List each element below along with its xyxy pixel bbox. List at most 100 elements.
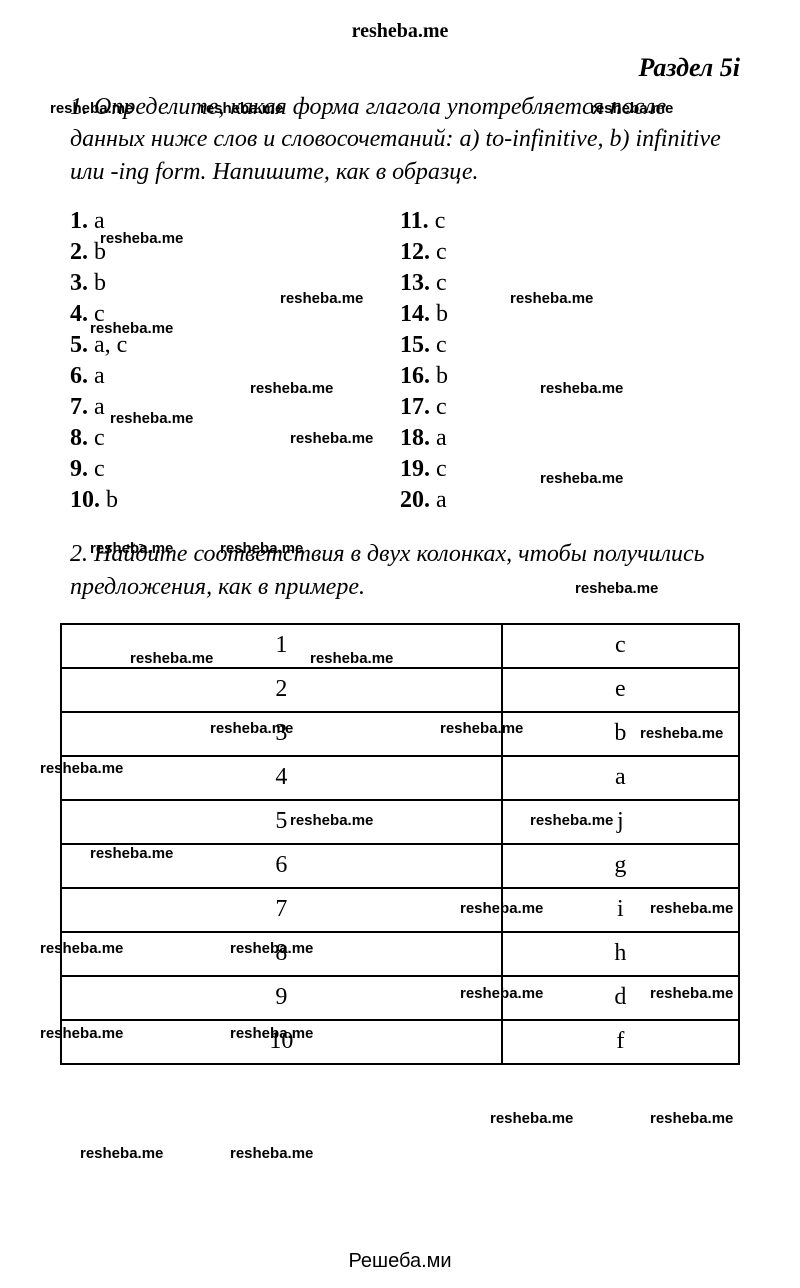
table-row: 8h xyxy=(61,932,739,976)
answer-item: 20. a xyxy=(400,487,730,514)
answer-number: 12. xyxy=(400,239,436,265)
table-cell-number: 3 xyxy=(61,712,502,756)
table-cell-answer: c xyxy=(502,624,739,668)
table-cell-number: 2 xyxy=(61,668,502,712)
answer-item: 1. a xyxy=(70,208,400,235)
table-cell-number: 5 xyxy=(61,800,502,844)
answer-item: 13. c xyxy=(400,270,730,297)
table-row: 2e xyxy=(61,668,739,712)
answer-number: 11. xyxy=(400,208,435,234)
watermark-text: resheba.me xyxy=(650,1110,733,1127)
answer-number: 10. xyxy=(70,487,106,513)
answer-item: 17. c xyxy=(400,394,730,421)
answer-value: b xyxy=(436,301,448,327)
answer-value: a xyxy=(94,208,105,234)
answer-item: 8. c xyxy=(70,425,400,452)
answers-list: 1. a2. b3. b4. c5. a, c6. a7. a8. c9. c1… xyxy=(70,208,730,518)
answer-item: 5. a, c xyxy=(70,332,400,359)
answer-number: 8. xyxy=(70,425,94,451)
answer-item: 12. c xyxy=(400,239,730,266)
answer-number: 20. xyxy=(400,487,436,513)
answer-item: 6. a xyxy=(70,363,400,390)
answer-item: 18. a xyxy=(400,425,730,452)
table-row: 6g xyxy=(61,844,739,888)
answer-item: 2. b xyxy=(70,239,400,266)
answer-number: 1. xyxy=(70,208,94,234)
table-cell-number: 10 xyxy=(61,1020,502,1064)
table-cell-answer: e xyxy=(502,668,739,712)
answers-table: 1c2e3b4a5j6g7i8h9d10f xyxy=(60,623,740,1065)
table-cell-answer: b xyxy=(502,712,739,756)
answer-item: 16. b xyxy=(400,363,730,390)
table-cell-number: 4 xyxy=(61,756,502,800)
watermark-text: resheba.me xyxy=(490,1110,573,1127)
answer-value: c xyxy=(436,332,447,358)
task2-text: 2. Найдите соответствия в двух колонках,… xyxy=(70,538,740,603)
answers-left-column: 1. a2. b3. b4. c5. a, c6. a7. a8. c9. c1… xyxy=(70,208,400,518)
answer-item: 3. b xyxy=(70,270,400,297)
table-row: 4a xyxy=(61,756,739,800)
task1-text: 1. Определите, какая форма глагола употр… xyxy=(70,91,740,188)
answer-value: b xyxy=(94,239,106,265)
answer-value: b xyxy=(94,270,106,296)
answer-number: 14. xyxy=(400,301,436,327)
answer-number: 9. xyxy=(70,456,94,482)
answer-value: a xyxy=(94,363,105,389)
table-cell-number: 9 xyxy=(61,976,502,1020)
table-cell-answer: i xyxy=(502,888,739,932)
table-container: 1c2e3b4a5j6g7i8h9d10f xyxy=(60,623,740,1065)
table-cell-number: 6 xyxy=(61,844,502,888)
answer-value: a, c xyxy=(94,332,127,358)
answer-value: c xyxy=(436,270,447,296)
table-row: 10f xyxy=(61,1020,739,1064)
top-watermark: resheba.me xyxy=(40,20,760,43)
answer-value: c xyxy=(94,456,105,482)
answer-number: 7. xyxy=(70,394,94,420)
answer-value: b xyxy=(106,487,118,513)
answer-number: 19. xyxy=(400,456,436,482)
answer-number: 2. xyxy=(70,239,94,265)
answer-item: 4. c xyxy=(70,301,400,328)
bottom-watermark: Решеба.ми xyxy=(0,1250,800,1273)
table-cell-answer: a xyxy=(502,756,739,800)
answer-item: 11. c xyxy=(400,208,730,235)
section-title: Раздел 5i xyxy=(40,53,740,83)
table-cell-answer: d xyxy=(502,976,739,1020)
table-cell-number: 8 xyxy=(61,932,502,976)
answer-item: 7. a xyxy=(70,394,400,421)
page-content: resheba.me Раздел 5i 1. Определите, кака… xyxy=(0,0,800,1085)
answer-value: c xyxy=(436,239,447,265)
table-row: 3b xyxy=(61,712,739,756)
answer-item: 15. c xyxy=(400,332,730,359)
table-cell-answer: g xyxy=(502,844,739,888)
answer-number: 6. xyxy=(70,363,94,389)
answer-value: c xyxy=(435,208,446,234)
answer-number: 18. xyxy=(400,425,436,451)
answer-value: c xyxy=(94,425,105,451)
watermark-text: resheba.me xyxy=(230,1145,313,1162)
table-cell-answer: j xyxy=(502,800,739,844)
answer-number: 16. xyxy=(400,363,436,389)
table-cell-answer: h xyxy=(502,932,739,976)
answer-number: 5. xyxy=(70,332,94,358)
answer-number: 4. xyxy=(70,301,94,327)
answer-number: 17. xyxy=(400,394,436,420)
answer-number: 13. xyxy=(400,270,436,296)
table-row: 7i xyxy=(61,888,739,932)
answer-value: a xyxy=(436,425,447,451)
answer-number: 15. xyxy=(400,332,436,358)
answer-value: c xyxy=(436,456,447,482)
answer-item: 10. b xyxy=(70,487,400,514)
answer-number: 3. xyxy=(70,270,94,296)
answer-item: 9. c xyxy=(70,456,400,483)
table-row: 1c xyxy=(61,624,739,668)
answer-item: 19. c xyxy=(400,456,730,483)
answer-item: 14. b xyxy=(400,301,730,328)
answer-value: c xyxy=(94,301,105,327)
answer-value: b xyxy=(436,363,448,389)
answer-value: a xyxy=(94,394,105,420)
watermark-text: resheba.me xyxy=(80,1145,163,1162)
table-cell-number: 7 xyxy=(61,888,502,932)
table-row: 9d xyxy=(61,976,739,1020)
table-cell-answer: f xyxy=(502,1020,739,1064)
